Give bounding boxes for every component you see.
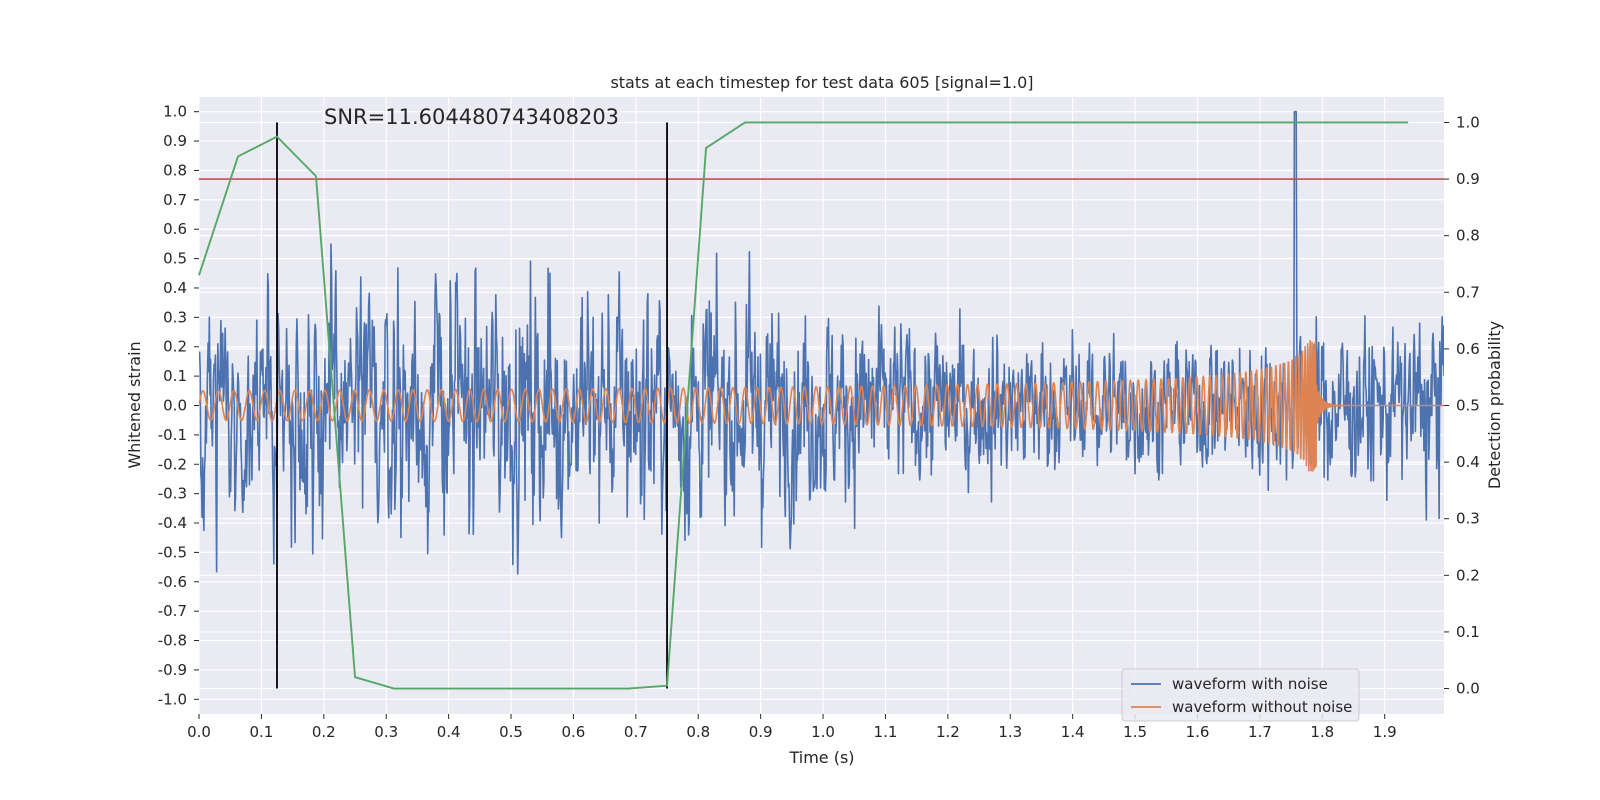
y-left-tick-label: -0.3: [158, 485, 187, 503]
legend-label-clean: waveform without noise: [1172, 698, 1352, 716]
y-left-tick-label: 0.1: [163, 367, 187, 385]
y-left-tick-label: 0.5: [163, 250, 187, 268]
x-tick-label: 0.3: [374, 723, 398, 741]
y-right-tick-label: 0.5: [1456, 397, 1480, 415]
y-axis-label-right: Detection probability: [1485, 321, 1504, 489]
x-tick-label: 0.9: [749, 723, 773, 741]
x-tick-label: 1.2: [936, 723, 960, 741]
y-left-tick-label: 1.0: [163, 103, 187, 121]
event-markers: [276, 122, 668, 689]
line-waveform-without-noise: [199, 339, 1444, 472]
y-left-tick-label: -0.8: [158, 632, 187, 650]
x-tick-label: 0.7: [624, 723, 648, 741]
y-left-tick-label: -0.9: [158, 661, 187, 679]
y-axis-label-left: Whitened strain: [125, 341, 144, 468]
x-tick-label: 1.5: [1123, 723, 1147, 741]
snr-annotation: SNR=11.604480743408203: [324, 105, 619, 129]
y-left-tick-label: -0.2: [158, 455, 187, 473]
x-tick-label: 1.0: [811, 723, 835, 741]
x-tick-label: 0.4: [437, 723, 461, 741]
y-left-tick-label: 0.8: [163, 161, 187, 179]
y-left-tick-label: 0.7: [163, 191, 187, 209]
x-tick-label: 0.6: [562, 723, 586, 741]
x-tick-label: 0.2: [312, 723, 336, 741]
x-tick-label: 1.7: [1248, 723, 1272, 741]
y-right-tick-label: 0.0: [1456, 680, 1480, 698]
y-left-tick-label: 0.2: [163, 338, 187, 356]
y-left-tick-label: 0.3: [163, 308, 187, 326]
axis-ticks: 0.0 0.1 0.2 0.3 0.4 0.5 0.6 0.7 0.8 0.9 1.0 1.1 1.2 1…: [158, 103, 1480, 741]
x-tick-label: 0.1: [249, 723, 273, 741]
y-left-tick-label: -0.4: [158, 514, 187, 532]
y-left-tick-label: 0.4: [163, 279, 187, 297]
y-left-tick-label: -0.5: [158, 543, 187, 561]
detection-probability-series: [198, 121, 1409, 690]
y-right-tick-label: 0.4: [1456, 453, 1480, 471]
y-left-tick-label: -0.6: [158, 573, 187, 591]
series-waveform-without-noise: [199, 339, 1444, 472]
y-left-tick-label: 0.6: [163, 220, 187, 238]
x-tick-label: 1.6: [1186, 723, 1210, 741]
y-right-tick-label: 0.8: [1456, 227, 1480, 245]
x-tick-label: 0.0: [187, 723, 211, 741]
y-right-tick-label: 0.9: [1456, 170, 1480, 188]
x-tick-label: 1.1: [874, 723, 898, 741]
y-left-tick-label: 0.0: [163, 397, 187, 415]
y-right-tick-label: 0.2: [1456, 566, 1480, 584]
legend-box: [1121, 668, 1360, 722]
x-tick-label: 1.9: [1373, 723, 1397, 741]
x-tick-label: 1.8: [1310, 723, 1334, 741]
x-tick-label: 0.8: [686, 723, 710, 741]
y-right-tick-label: 0.7: [1456, 283, 1480, 301]
y-right-tick-label: 0.6: [1456, 340, 1480, 358]
line-detection-probability: [198, 121, 1409, 690]
y-left-tick-label: -0.1: [158, 426, 187, 444]
x-axis-label: Time (s): [788, 748, 854, 767]
y-right-tick-label: 0.3: [1456, 510, 1480, 528]
chart-title: stats at each timestep for test data 605…: [610, 73, 1033, 92]
x-tick-label: 0.5: [499, 723, 523, 741]
y-left-tick-label: -0.7: [158, 602, 187, 620]
y-right-tick-label: 0.1: [1456, 623, 1480, 641]
y-left-tick-label: -1.0: [158, 690, 187, 708]
legend-label-noisy: waveform with noise: [1172, 675, 1328, 693]
legend: waveform with noise waveform without noi…: [1121, 668, 1360, 722]
x-tick-label: 1.4: [1061, 723, 1085, 741]
x-tick-label: 1.3: [998, 723, 1022, 741]
y-left-tick-label: 0.9: [163, 132, 187, 150]
y-right-tick-label: 1.0: [1456, 113, 1480, 131]
